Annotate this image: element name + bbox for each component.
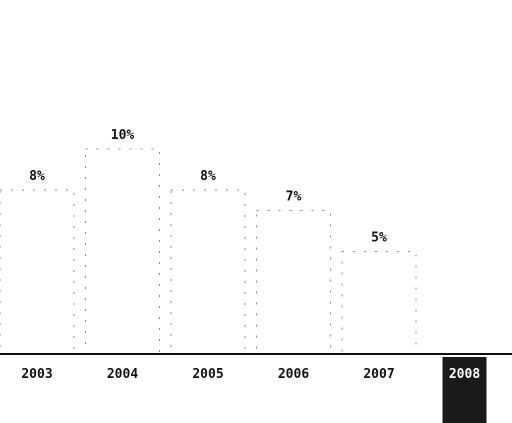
x-tick-label-2004: 2004	[107, 367, 138, 382]
x-tick-label-2005: 2005	[192, 367, 223, 382]
bar-2005	[170, 189, 246, 355]
value-label-2003: 8%	[29, 169, 45, 184]
bar-2003	[0, 189, 75, 355]
x-tick-label-2003: 2003	[21, 367, 52, 382]
x-tick-label-2006: 2006	[278, 367, 309, 382]
bar-2004	[85, 148, 160, 355]
bar-2006	[256, 210, 331, 355]
value-label-2006: 7%	[286, 190, 302, 205]
highlight-box-2008	[442, 357, 487, 423]
value-label-2007: 5%	[371, 231, 387, 246]
x-tick-label-2008: 2008	[449, 367, 480, 382]
x-tick-labels-group: 2003 2004 2005 2006 2007 2008	[21, 357, 487, 423]
x-tick-label-2007: 2007	[363, 367, 394, 382]
bar-2007	[341, 251, 417, 355]
value-label-2004: 10%	[111, 128, 135, 143]
value-labels-group: 8% 10% 8% 7% 5%	[29, 128, 387, 246]
value-label-2005: 8%	[200, 169, 216, 184]
